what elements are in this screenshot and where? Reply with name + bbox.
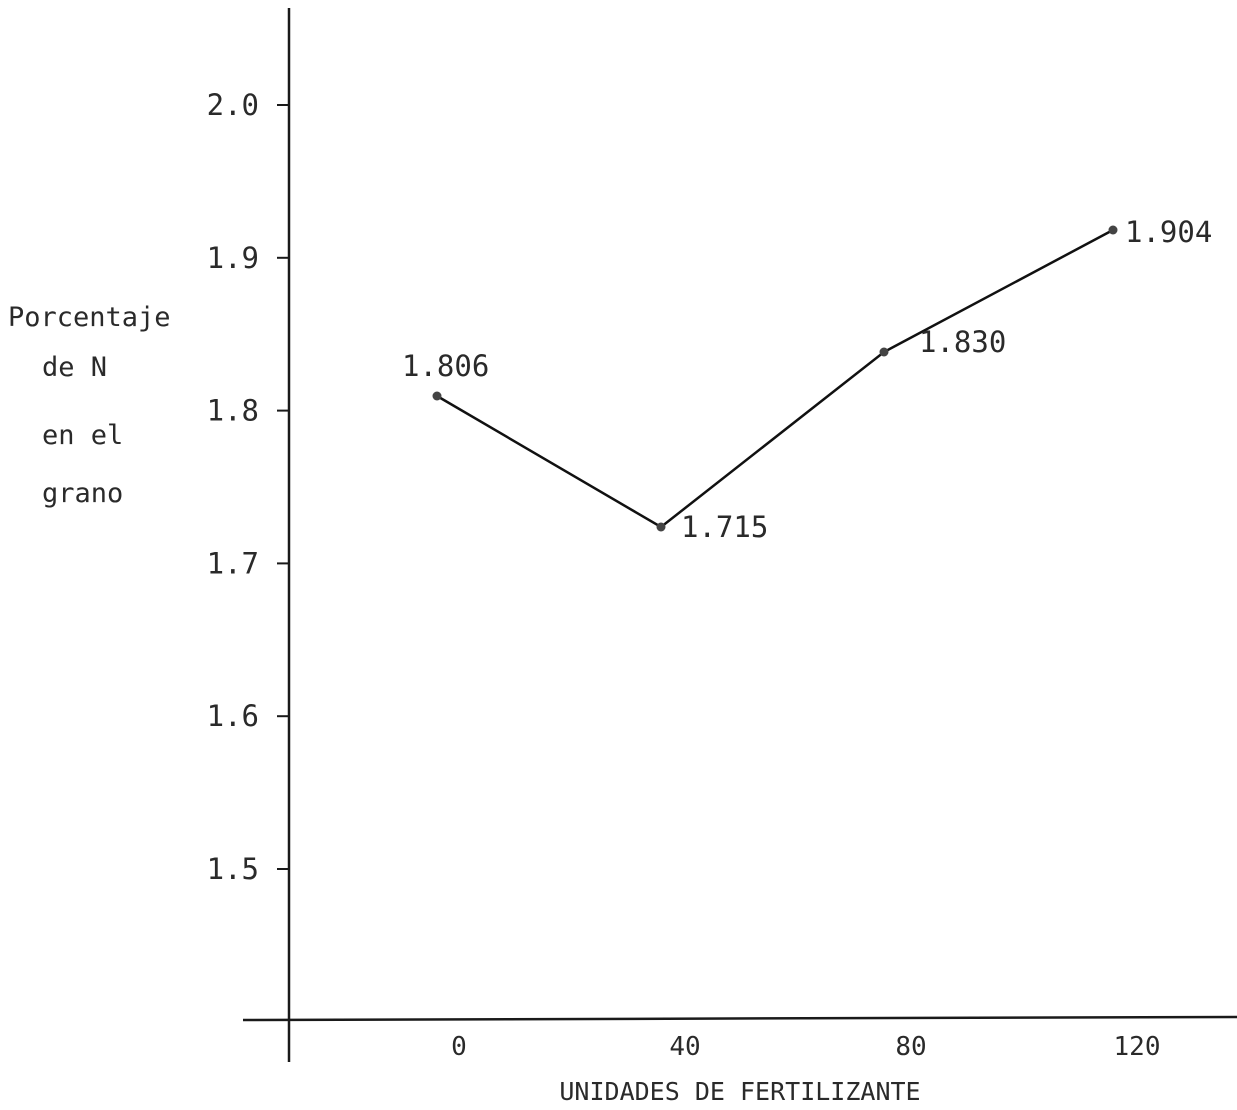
y-tick-label: 2.0 <box>207 88 259 122</box>
data-point <box>656 522 666 532</box>
series-line <box>436 228 1114 529</box>
x-axis-label: UNIDADES DE FERTILIZANTE <box>559 1077 920 1106</box>
y-axis-label-line-1: Porcentaje <box>8 302 171 333</box>
data-label: 1.830 <box>919 325 1006 359</box>
x-axis-line <box>242 1015 1237 1022</box>
x-axis-ticks: 0 40 80 120 <box>451 1032 1160 1062</box>
y-axis-label-line-3: en el <box>42 420 124 451</box>
y-axis-label-line-2: de N <box>42 352 108 383</box>
data-label: 1.806 <box>402 349 489 383</box>
x-tick-label: 120 <box>1114 1032 1161 1062</box>
y-tick-label: 1.7 <box>207 546 259 580</box>
series-group: 1.806 1.715 1.830 1.904 <box>402 215 1212 544</box>
data-point <box>879 347 889 357</box>
y-axis-ticks: 1.5 1.6 1.7 1.8 1.9 2.0 <box>207 88 289 886</box>
x-tick-label: 0 <box>451 1032 467 1062</box>
y-axis-label-line-4: grano <box>42 478 124 509</box>
data-point <box>1108 225 1118 235</box>
data-point <box>432 391 442 401</box>
data-label: 1.904 <box>1125 215 1212 249</box>
y-tick-label: 1.5 <box>207 852 259 886</box>
y-tick-label: 1.8 <box>207 394 259 428</box>
x-tick-label: 80 <box>895 1032 926 1062</box>
data-label: 1.715 <box>681 510 768 544</box>
x-tick-label: 40 <box>669 1032 700 1062</box>
y-tick-label: 1.9 <box>207 241 259 275</box>
chart-axes <box>242 8 1237 1062</box>
y-tick-label: 1.6 <box>207 699 259 733</box>
